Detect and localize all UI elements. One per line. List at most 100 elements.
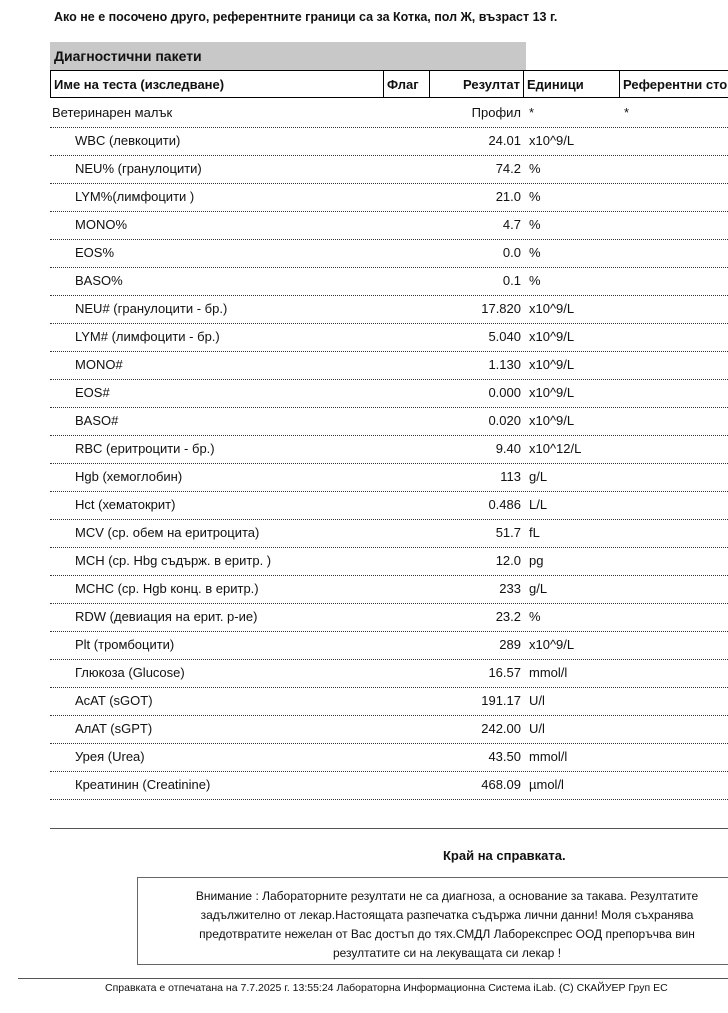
test-name: MCHC (ср. Hgb конц. в еритр.) bbox=[75, 581, 259, 596]
test-name: Hct (хематокрит) bbox=[75, 497, 176, 512]
table-row: BASO% 0.1% bbox=[50, 267, 728, 296]
table-row: MONO# 1.130 x10^9/L bbox=[50, 351, 728, 380]
unit: g/L bbox=[529, 581, 548, 596]
table-row: BASO# 0.020 x10^9/L bbox=[50, 407, 728, 436]
header-note: Ако не е посочено друго, референтните гр… bbox=[54, 10, 558, 24]
unit: x10^12/L bbox=[529, 441, 582, 456]
test-name: NEU% (гранулоцити) bbox=[75, 161, 202, 176]
table-row: RDW (девиация на ерит. р-ие) 23.2% bbox=[50, 603, 728, 632]
test-name: Урея (Urea) bbox=[75, 749, 145, 764]
test-name: BASO# bbox=[75, 413, 119, 428]
unit: x10^9/L bbox=[529, 329, 575, 344]
result: 5.040 bbox=[488, 329, 521, 344]
result: 1.130 bbox=[488, 357, 521, 372]
result: 468.09 bbox=[481, 777, 521, 792]
divider bbox=[50, 828, 728, 829]
table-row: EOS# 0.000 x10^9/L bbox=[50, 379, 728, 408]
test-name: MONO% bbox=[75, 217, 127, 232]
table-row: Урея (Urea) 43.50 mmol/l bbox=[50, 743, 728, 772]
test-name: LYM%(лимфоцити ) bbox=[75, 189, 195, 204]
unit: * bbox=[529, 105, 535, 120]
table-row: MCHC (ср. Hgb конц. в еритр.) 233 g/L bbox=[50, 575, 728, 604]
test-name: BASO% bbox=[75, 273, 123, 288]
unit: mmol/l bbox=[529, 665, 568, 680]
unit: x10^9/L bbox=[529, 357, 575, 372]
unit: x10^9/L bbox=[529, 301, 575, 316]
result: 12.0 bbox=[495, 553, 521, 568]
result: 0.0 bbox=[502, 245, 521, 260]
result: 74.2 bbox=[495, 161, 521, 176]
result: 24.01 bbox=[488, 133, 521, 148]
result: 17.820 bbox=[481, 301, 521, 316]
unit: fL bbox=[529, 525, 540, 540]
unit: % bbox=[529, 161, 541, 176]
table-row: LYM# (лимфоцити - бр.) 5.040 x10^9/L bbox=[50, 323, 728, 352]
table-row: AлAT (sGPT) 242.00 U/l bbox=[50, 715, 728, 744]
result: Профил bbox=[471, 105, 521, 120]
table-row: Креатинин (Creatinine) 468.09 µmol/l bbox=[50, 771, 728, 800]
table-row: Hgb (хемоглобин) 113 g/L bbox=[50, 463, 728, 492]
table-row: RBC (еритроцити - бр.) 9.40 x10^12/L bbox=[50, 435, 728, 464]
test-name: LYM# (лимфоцити - бр.) bbox=[75, 329, 220, 344]
unit: x10^9/L bbox=[529, 385, 575, 400]
end-note: Край на справката. bbox=[443, 848, 566, 863]
table-row: Ветеринарен малък Профил * * bbox=[50, 99, 728, 128]
result: 242.00 bbox=[481, 721, 521, 736]
test-name: RBC (еритроцити - бр.) bbox=[75, 441, 215, 456]
unit: L/L bbox=[529, 497, 548, 512]
test-name: Plt (тромбоцити) bbox=[75, 637, 175, 652]
result: 43.50 bbox=[488, 749, 521, 764]
result: 191.17 bbox=[481, 693, 521, 708]
unit: % bbox=[529, 273, 541, 288]
table-row: MONO% 4.7% bbox=[50, 211, 728, 240]
column-header: Единици bbox=[524, 71, 620, 98]
table-row: EOS% 0.0% bbox=[50, 239, 728, 268]
test-name: EOS# bbox=[75, 385, 110, 400]
test-name: Ветеринарен малък bbox=[52, 105, 173, 120]
unit: x10^9/L bbox=[529, 637, 575, 652]
test-name: AлAT (sGPT) bbox=[75, 721, 153, 736]
result: 289 bbox=[499, 637, 521, 652]
unit: % bbox=[529, 245, 541, 260]
result: 0.000 bbox=[488, 385, 521, 400]
test-name: MCH (ср. Hbg съдърж. в еритр. ) bbox=[75, 553, 272, 568]
result: 0.1 bbox=[502, 273, 521, 288]
reference: * bbox=[624, 105, 630, 120]
table-row: Hct (хематокрит) 0.486 L/L bbox=[50, 491, 728, 520]
divider bbox=[18, 978, 728, 979]
test-name: AcAT (sGOT) bbox=[75, 693, 153, 708]
notice-line: предотвратите нежелан от Вас достъп до т… bbox=[199, 927, 695, 941]
result: 0.020 bbox=[488, 413, 521, 428]
result: 233 bbox=[499, 581, 521, 596]
unit: U/l bbox=[529, 721, 545, 736]
unit: pg bbox=[529, 553, 544, 568]
result: 4.7 bbox=[502, 217, 521, 232]
column-header: Резултат bbox=[430, 71, 524, 98]
result: 21.0 bbox=[495, 189, 521, 204]
unit: % bbox=[529, 189, 541, 204]
unit: % bbox=[529, 217, 541, 232]
notice-line: резултатите си на лекуващата си лекар ! bbox=[332, 946, 562, 960]
unit: mmol/l bbox=[529, 749, 568, 764]
notice-box: Внимание : Лабораторните резултати не са… bbox=[137, 877, 728, 965]
unit: µmol/l bbox=[529, 777, 564, 792]
test-name: Глюкоза (Glucose) bbox=[75, 665, 185, 680]
test-name: WBC (левкоцити) bbox=[75, 133, 181, 148]
table-row: MCH (ср. Hbg съдърж. в еритр. ) 12.0 pg bbox=[50, 547, 728, 576]
test-name: Креатинин (Creatinine) bbox=[75, 777, 211, 792]
result: 16.57 bbox=[488, 665, 521, 680]
notice-line: Внимание : Лабораторните резултати не са… bbox=[195, 889, 699, 903]
unit: x10^9/L bbox=[529, 413, 575, 428]
result: 0.486 bbox=[488, 497, 521, 512]
column-header: Име на теста (изследване) bbox=[50, 71, 384, 98]
footer: Справката е отпечатана на 7.7.2025 г. 13… bbox=[105, 982, 668, 994]
unit: U/l bbox=[529, 693, 545, 708]
section-title: Диагностични пакети bbox=[50, 42, 526, 70]
table-row: Глюкоза (Glucose) 16.57 mmol/l bbox=[50, 659, 728, 688]
column-header: Референтни сто bbox=[623, 77, 728, 92]
table-row: MCV (ср. обем на еритроцита) 51.7 fL bbox=[50, 519, 728, 548]
test-name: Hgb (хемоглобин) bbox=[75, 469, 183, 484]
unit: x10^9/L bbox=[529, 133, 575, 148]
test-name: MCV (ср. обем на еритроцита) bbox=[75, 525, 260, 540]
